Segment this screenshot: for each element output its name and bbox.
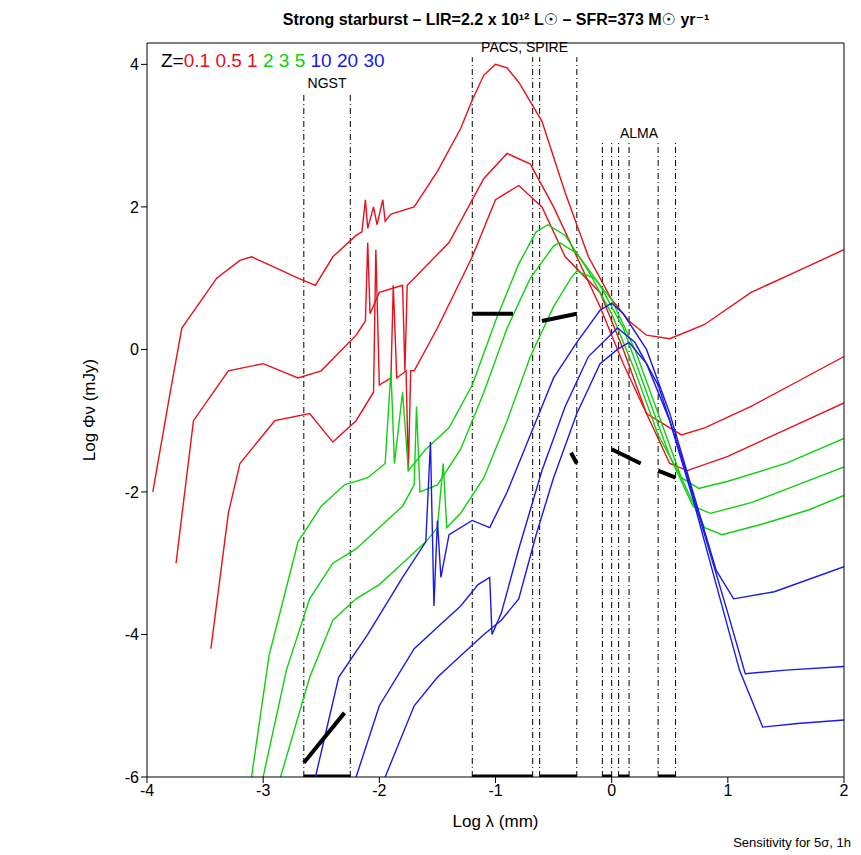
svg-text:2: 2 [840,782,849,799]
html-text:Sensitivity for 5σ, 1h: Sensitivity for 5σ, 1h [733,835,851,850]
svg-text:0: 0 [607,782,616,799]
html-text:Strong starburst – LIR=2.2 x 1: Strong starburst – LIR=2.2 x 10¹² L☉ – S… [282,11,710,28]
svg-text:-1: -1 [488,782,502,799]
svg-text:4: 4 [130,56,139,73]
svg-text:2: 2 [130,199,139,216]
svg-text:0: 0 [130,341,139,358]
svg-text:-3: -3 [256,782,270,799]
svg-text:Log Φν (mJy): Log Φν (mJy) [80,359,99,461]
svg-text:Log λ (mm): Log λ (mm) [453,812,539,831]
svg-text:-4: -4 [140,782,154,799]
svg-text:ALMA: ALMA [620,125,659,141]
svg-text:PACS, SPIRE: PACS, SPIRE [481,39,568,55]
svg-text:1: 1 [723,782,732,799]
svg-text:-6: -6 [125,769,139,786]
svg-text:-4: -4 [125,626,139,643]
svg-text:-2: -2 [372,782,386,799]
svg-text:NGST: NGST [308,75,347,91]
svg-text:-2: -2 [125,484,139,501]
html-text:Z= 0.1 0.5 1 2 3 5 10 20 30: Z= 0.1 0.5 1 2 3 5 10 20 30 [161,50,385,71]
